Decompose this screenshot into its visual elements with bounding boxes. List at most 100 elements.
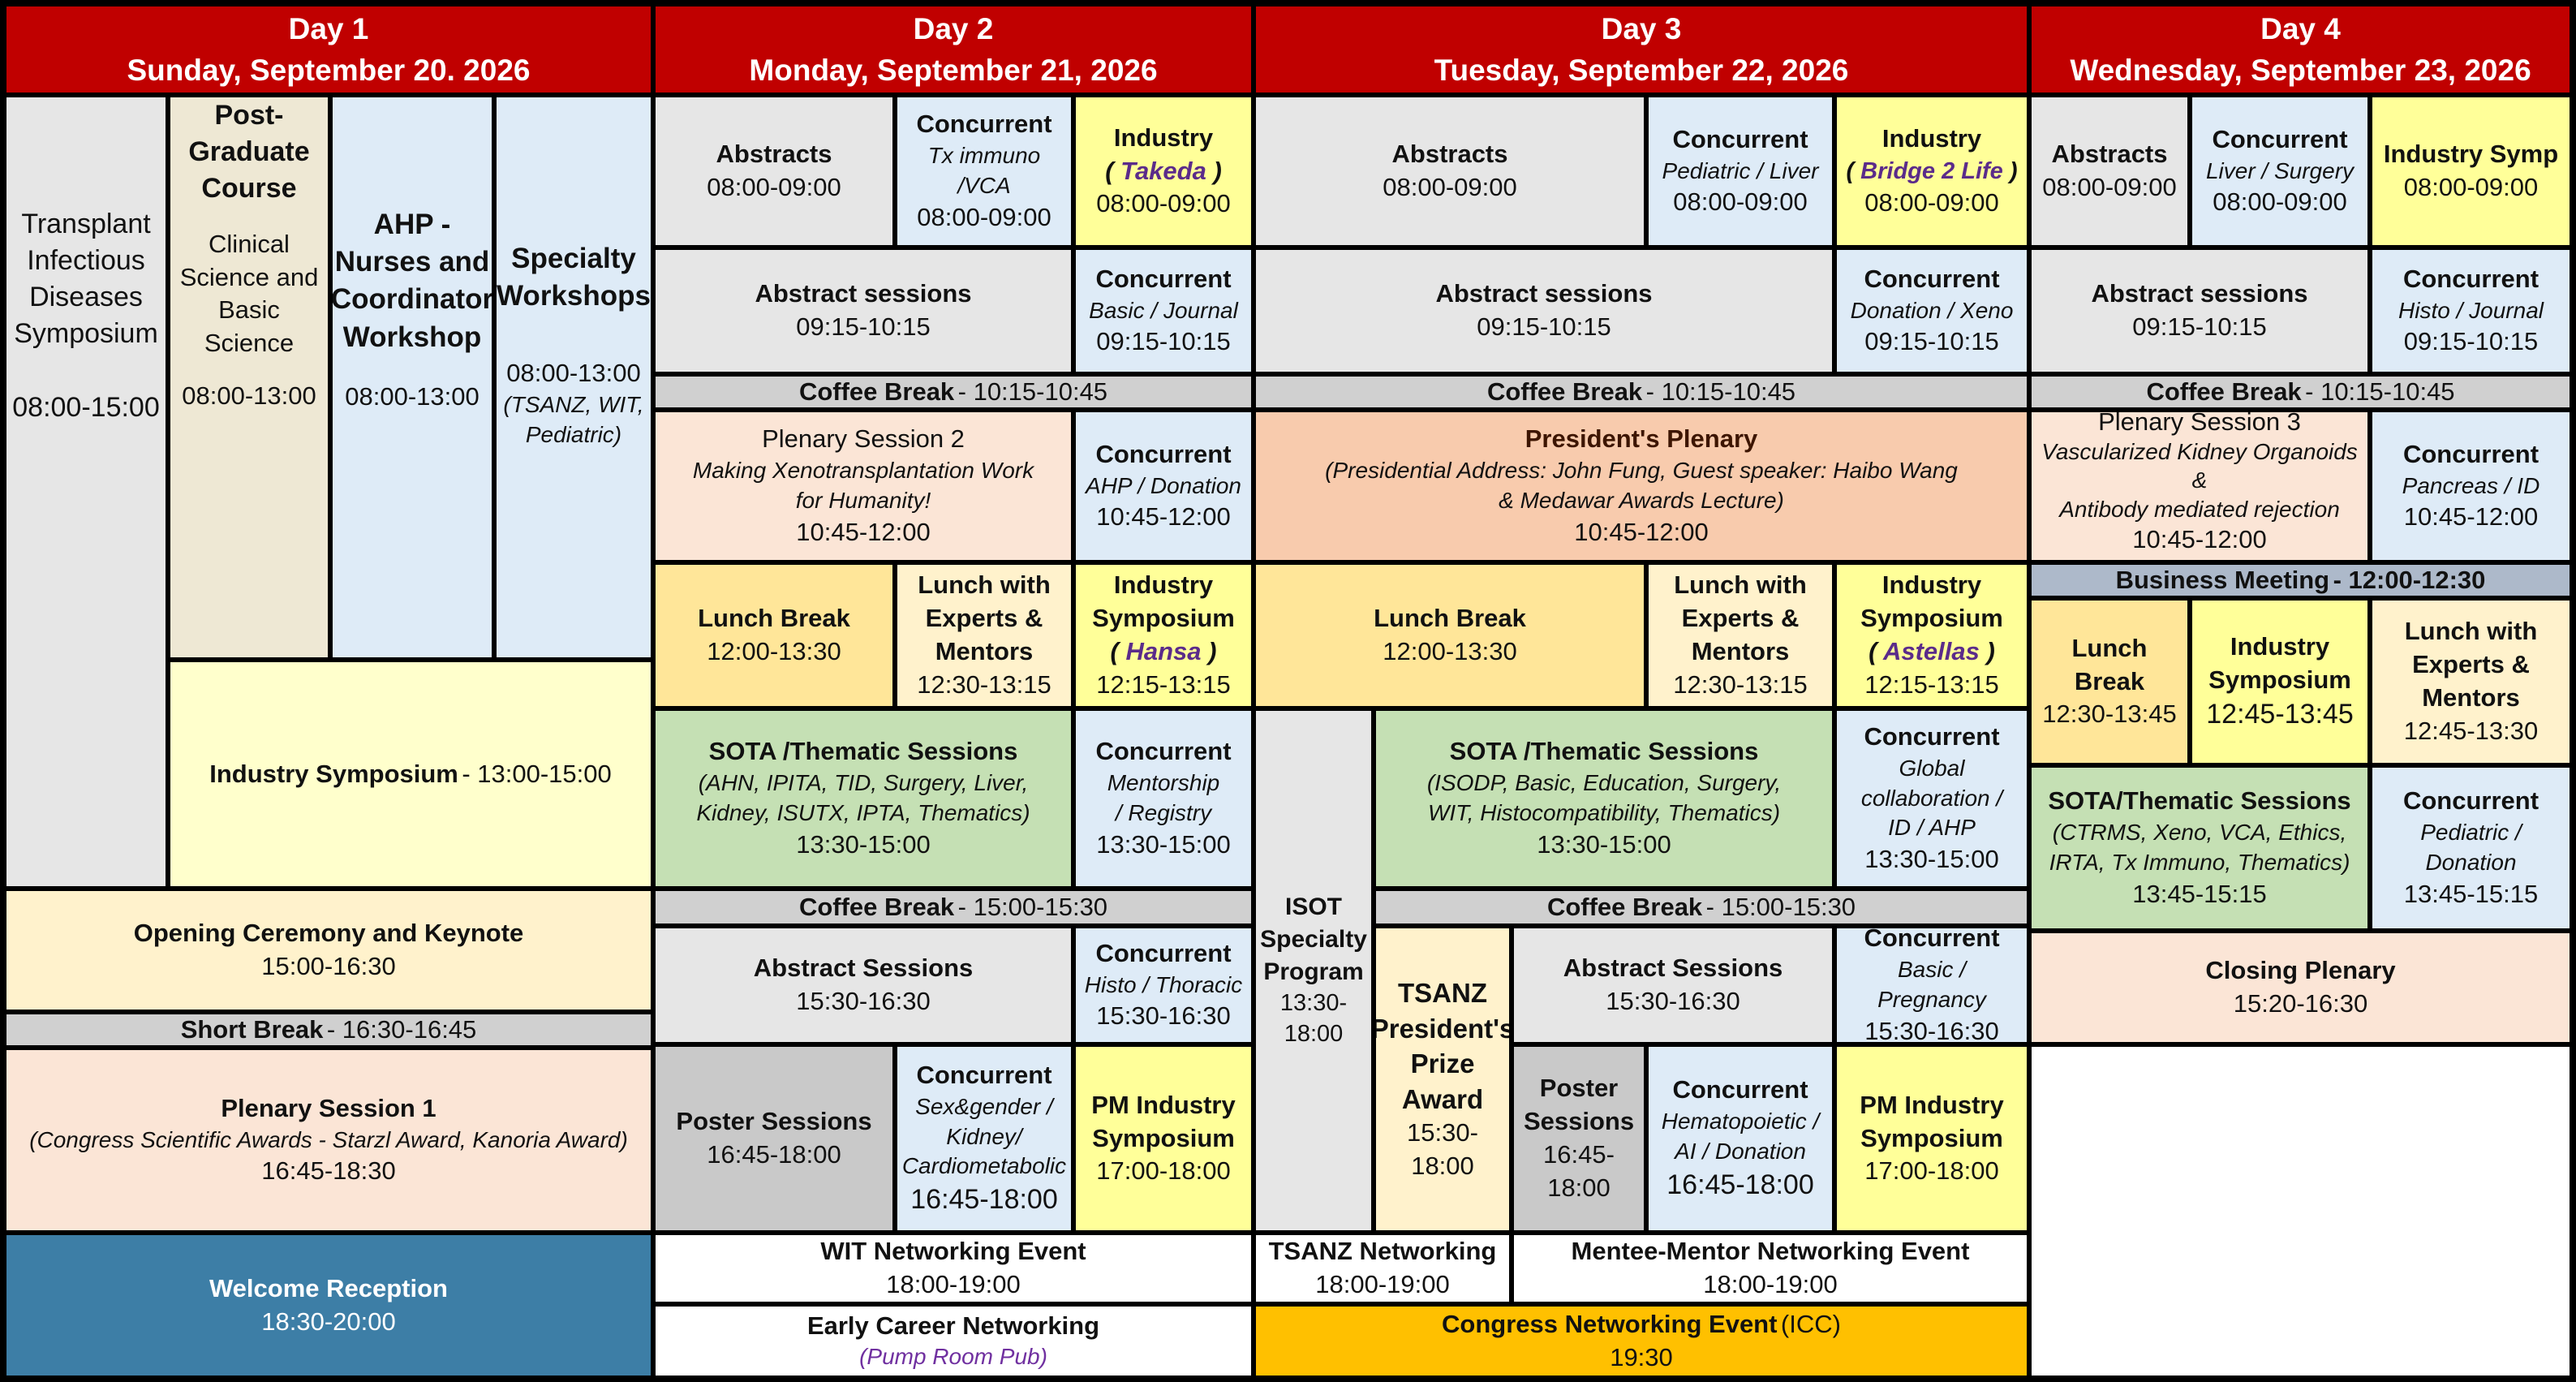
day3-industry-2: Industry Symposium ( Astellas ) 12:15-13… [1837, 565, 2027, 706]
day1-header: Day 1 Sunday, September 20. 2026 [6, 6, 651, 93]
session-subtitle: Sex&gender / Kidney/ Cardiometabolic [901, 1093, 1067, 1179]
session-title: Lunch Break [1374, 604, 1526, 633]
session-title: Abstract Sessions [1563, 954, 1783, 983]
session-time: 13:30-15:00 [796, 829, 931, 859]
day4-concurrent-2: Concurrent Histo / Journal 09:15-10:15 [2372, 250, 2570, 372]
session-subtitle-1: Vascularized Kidney Organoids [2041, 439, 2358, 465]
day1-ahp-workshop: AHP - Nurses and Coordinator Workshop 08… [333, 97, 492, 657]
session-title: Abstract sessions [1435, 279, 1653, 308]
session-time: 10:45-12:00 [796, 517, 931, 546]
session-time: 09:15-10:15 [2403, 327, 2539, 356]
session-note: (TSANZ, WIT, Pediatric) [503, 392, 644, 448]
session-title: Concurrent [1672, 124, 1808, 153]
sponsor-wrap: ( Hansa ) [1110, 637, 1217, 665]
session-time: 10:45-12:00 [1096, 502, 1231, 532]
session-title: ISOT Specialty Program [1260, 893, 1367, 985]
day2-wit-networking: WIT Networking Event 18:00-19:00 [656, 1235, 1251, 1302]
session-location: (ICC) [1780, 1309, 1841, 1338]
session-subtitle: Basic / Pregnancy [1877, 957, 1986, 1012]
session-time: 08:00-13:00 [506, 359, 641, 388]
session-title: Closing Plenary [2205, 956, 2396, 985]
day3-isot-specialty-program: ISOT Specialty Program 13:30-18:00 [1256, 711, 1371, 1230]
session-title: Abstract sessions [2091, 279, 2308, 308]
session-subtitle: Basic / Journal [1089, 297, 1238, 323]
session-time: 08:00-09:00 [1096, 189, 1231, 218]
session-time: 15:20-16:30 [2233, 989, 2368, 1018]
session-subtitle: Liver / Surgery [2205, 157, 2355, 183]
session-title: Concurrent [1095, 938, 1232, 967]
session-time: 12:45-13:45 [2206, 699, 2354, 730]
day1-plenary-session-1: Plenary Session 1 (Congress Scientific A… [6, 1050, 651, 1230]
session-title: Industry Symposium [1860, 570, 2003, 633]
day3-abstracts: Abstracts 08:00-09:00 [1256, 97, 1644, 245]
session-time: 18:00-19:00 [1703, 1270, 1838, 1298]
session-title: Industry [1881, 123, 1982, 153]
session-time: 15:30-16:30 [1096, 1001, 1231, 1031]
session-time: - 12:00-12:30 [2333, 565, 2486, 594]
day3-date: Tuesday, September 22, 2026 [1434, 54, 1849, 87]
session-title: Plenary Session 3 [2098, 412, 2301, 436]
session-time: 15:30-16:30 [1864, 1016, 1999, 1042]
session-subtitle: Pediatric / Donation [2420, 820, 2522, 875]
day4-closing-plenary: Closing Plenary 15:20-16:30 [2032, 933, 2570, 1042]
session-time: 12:00-13:30 [1383, 637, 1517, 665]
session-time: 09:15-10:15 [1477, 312, 1611, 341]
session-title: Welcome Reception [209, 1273, 448, 1302]
day1-label: Day 1 [288, 11, 369, 45]
session-title: Business Meeting [2115, 565, 2330, 594]
day2-date: Monday, September 21, 2026 [749, 54, 1158, 87]
session-time: 15:00-16:30 [261, 952, 396, 980]
session-time: 16:45-18:30 [261, 1156, 396, 1186]
day2-concurrent-5: Concurrent Histo / Thoracic 15:30-16:30 [1076, 928, 1251, 1042]
sponsor-wrap: ( Takeda ) [1105, 156, 1222, 185]
day3-congress-networking: Congress Networking Event (ICC) 19:30 [1256, 1307, 2027, 1376]
session-title: Lunch with Experts & Mentors [918, 570, 1051, 665]
day2-lunch-experts: Lunch with Experts & Mentors 12:30-13:15 [897, 565, 1071, 706]
session-title: Industry Symp [2383, 140, 2559, 169]
session-subtitle: Histo / Journal [2398, 297, 2544, 323]
session-time: 10:45-12:00 [2403, 502, 2539, 532]
session-time: 10:45-12:00 [2132, 524, 2267, 553]
sponsor-wrap: ( Bridge 2 Life ) [1846, 157, 2018, 184]
day3-tsanz-prize-award: TSANZ President's Prize Award 15:30-18:0… [1376, 928, 1509, 1230]
session-time: - 10:15-10:45 [1645, 377, 1796, 406]
session-subtitle: Donation / Xeno [1850, 297, 2014, 323]
day1-tid-symposium: Transplant Infectious Diseases Symposium… [6, 97, 166, 886]
session-title: PM Industry Symposium [1091, 1090, 1236, 1152]
day3-concurrent-4: Concurrent Basic / Pregnancy 15:30-16:30 [1837, 928, 2027, 1042]
day3-mentee-mentor-networking: Mentee-Mentor Networking Event 18:00-19:… [1514, 1235, 2027, 1302]
session-title: Concurrent [1864, 721, 2000, 751]
session-title: Plenary Session 1 [221, 1093, 437, 1122]
session-time: 08:00-09:00 [917, 202, 1051, 231]
day1-specialty-workshops: Specialty Workshops 08:00-13:00 (TSANZ, … [497, 97, 651, 657]
day4-lunch-experts: Lunch with Experts & Mentors 12:45-13:30 [2372, 601, 2570, 763]
day1-industry-symposium: Industry Symposium - 13:00-15:00 [170, 662, 651, 886]
session-title: Concurrent [916, 1060, 1052, 1089]
congress-title-row: Congress Networking Event (ICC) [1442, 1308, 1841, 1341]
session-time: 18:00-19:00 [1315, 1270, 1450, 1298]
session-time: - 15:00-15:30 [1705, 892, 1856, 921]
session-time: 12:45-13:30 [2403, 716, 2539, 745]
session-title: Short Break [180, 1014, 324, 1044]
session-time: 13:45-15:15 [2403, 879, 2539, 908]
day4-abstract-sessions: Abstract sessions 09:15-10:15 [2032, 250, 2367, 372]
session-time: 09:15-10:15 [1864, 327, 1999, 356]
session-subtitle: Clinical Science and Basic Science [179, 229, 319, 358]
session-time: 13:30-15:00 [1537, 829, 1671, 859]
day2-concurrent-4: Concurrent Mentorship / Registry 13:30-1… [1076, 711, 1251, 886]
session-time: 12:30-13:45 [2042, 700, 2177, 729]
session-time: 08:00-09:00 [1383, 173, 1517, 201]
day2-poster-sessions: Poster Sessions 16:45-18:00 [656, 1047, 892, 1230]
session-title: Lunch with Experts & Mentors [1674, 570, 1807, 665]
sponsor-name: Bridge 2 Life [1860, 157, 2003, 184]
day4-concurrent-3: Concurrent Pancreas / ID 10:45-12:00 [2372, 412, 2570, 560]
session-time: 08:00-09:00 [1673, 187, 1808, 217]
day2-coffee-break-1: Coffee Break - 10:15-10:45 [656, 377, 1251, 407]
day3-tsanz-networking: TSANZ Networking 18:00-19:00 [1256, 1235, 1509, 1302]
session-title: TSANZ President's Prize Award [1376, 978, 1509, 1114]
session-subtitle: Pancreas / ID [2402, 472, 2540, 498]
session-subtitle-amp: & [2191, 467, 2208, 493]
session-time: 17:00-18:00 [1864, 1156, 1999, 1186]
session-title: Transplant Infectious Diseases Symposium [14, 209, 158, 349]
session-title: Abstract Sessions [753, 954, 974, 983]
